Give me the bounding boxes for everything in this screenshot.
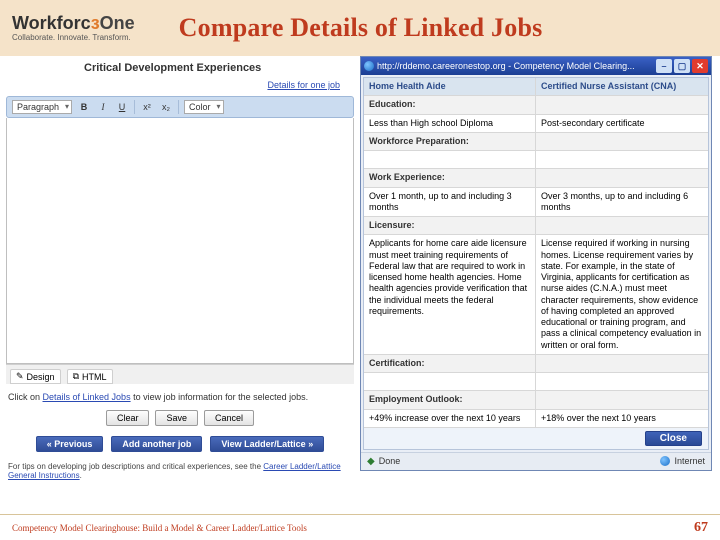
- section-label: Licensure:: [364, 217, 536, 234]
- add-another-job-button[interactable]: Add another job: [111, 436, 202, 452]
- status-zone: Internet: [674, 456, 705, 466]
- slide-title: Compare Details of Linked Jobs: [179, 13, 543, 43]
- hint-text: Click on Details of Linked Jobs to view …: [6, 384, 354, 408]
- col-head-left: Home Health Aide: [364, 78, 536, 95]
- nav-buttons: « Previous Add another job View Ladder/L…: [6, 434, 354, 458]
- outlook-right: +18% over the next 10 years: [536, 410, 708, 427]
- editor-mode-tabs: ✎Design ⧉HTML: [6, 364, 354, 384]
- logo-3-icon: ɜ: [91, 13, 100, 33]
- section-workexp: Work Experience:: [364, 169, 708, 187]
- editor-toolbar: Paragraph B I U x² x₂ Color: [6, 96, 354, 118]
- internet-zone-icon: [660, 456, 670, 466]
- footer-text: Competency Model Clearinghouse: Build a …: [12, 523, 307, 533]
- status-left: ◆ Done: [367, 456, 400, 467]
- section-outlook: Employment Outlook:: [364, 391, 708, 409]
- tip-post: .: [80, 471, 82, 480]
- workexp-right: Over 3 months, up to and including 6 mon…: [536, 188, 708, 217]
- details-link-row: Details for one job: [6, 78, 354, 96]
- design-tab[interactable]: ✎Design: [10, 369, 61, 384]
- superscript-button[interactable]: x²: [140, 100, 154, 114]
- editor-pane: Critical Development Experiences Details…: [6, 56, 354, 484]
- logo-word-a: Workforc: [12, 13, 91, 33]
- row-licensure: Applicants for home care aide licensure …: [364, 235, 708, 355]
- page-number: 67: [694, 520, 708, 536]
- action-buttons: Clear Save Cancel: [6, 408, 354, 434]
- italic-button[interactable]: I: [96, 100, 110, 114]
- logo-wordmark: WorkforcɜOne: [12, 14, 135, 32]
- toolbar-sep-2: [178, 100, 179, 114]
- design-tab-label: Design: [27, 372, 55, 382]
- minimize-button[interactable]: –: [656, 59, 672, 73]
- col-head-right: Certified Nurse Assistant (CNA): [536, 78, 708, 95]
- hint-pre: Click on: [8, 392, 43, 402]
- section-workforce: Workforce Preparation:: [364, 133, 708, 151]
- details-linked-jobs-link[interactable]: Details of Linked Jobs: [43, 392, 131, 402]
- color-select[interactable]: Color: [184, 100, 224, 114]
- done-icon: ◆: [367, 456, 375, 467]
- underline-button[interactable]: U: [115, 100, 129, 114]
- html-icon: ⧉: [73, 371, 79, 382]
- html-tab-label: HTML: [82, 372, 107, 382]
- lic-left: Applicants for home care aide licensure …: [364, 235, 536, 354]
- logo-word-b: One: [100, 13, 135, 33]
- table-head-row: Home Health Aide Certified Nurse Assista…: [364, 78, 708, 96]
- slide-header: WorkforcɜOne Collaborate. Innovate. Tran…: [0, 0, 720, 56]
- previous-button[interactable]: « Previous: [36, 436, 104, 452]
- section-label: Workforce Preparation:: [364, 133, 536, 150]
- section-label: Education:: [364, 96, 536, 113]
- edu-right: Post-secondary certificate: [536, 115, 708, 132]
- panel-title: Critical Development Experiences: [6, 56, 354, 78]
- row-certification: [364, 373, 708, 391]
- hint-post: to view job information for the selected…: [131, 392, 309, 402]
- status-bar: ◆ Done Internet: [361, 452, 711, 470]
- popup-titlebar[interactable]: http://rddemo.careeronestop.org - Compet…: [361, 57, 711, 75]
- lic-right: License required if working in nursing h…: [536, 235, 708, 354]
- popup-title: http://rddemo.careeronestop.org - Compet…: [374, 61, 654, 71]
- tip-text: For tips on developing job descriptions …: [6, 458, 354, 484]
- edu-left: Less than High school Diploma: [364, 115, 536, 132]
- status-right: Internet: [660, 456, 705, 466]
- logo: WorkforcɜOne Collaborate. Innovate. Tran…: [12, 14, 135, 42]
- workexp-left: Over 1 month, up to and including 3 mont…: [364, 188, 536, 217]
- paragraph-select[interactable]: Paragraph: [12, 100, 72, 114]
- section-label: Work Experience:: [364, 169, 536, 186]
- subscript-button[interactable]: x₂: [159, 100, 173, 114]
- section-certification: Certification:: [364, 355, 708, 373]
- main-area: Critical Development Experiences Details…: [0, 56, 720, 514]
- tip-pre: For tips on developing job descriptions …: [8, 462, 263, 471]
- section-licensure: Licensure:: [364, 217, 708, 235]
- cancel-button[interactable]: Cancel: [204, 410, 254, 426]
- editor-textarea[interactable]: [6, 118, 354, 364]
- bold-button[interactable]: B: [77, 100, 91, 114]
- status-done: Done: [379, 456, 401, 466]
- pencil-icon: ✎: [16, 371, 24, 382]
- toolbar-sep: [134, 100, 135, 114]
- html-tab[interactable]: ⧉HTML: [67, 369, 113, 384]
- row-workexp: Over 1 month, up to and including 3 mont…: [364, 188, 708, 218]
- row-education: Less than High school DiplomaPost-second…: [364, 115, 708, 133]
- logo-tagline: Collaborate. Innovate. Transform.: [12, 34, 135, 42]
- save-button[interactable]: Save: [155, 410, 198, 426]
- clear-button[interactable]: Clear: [106, 410, 150, 426]
- slide-footer: Competency Model Clearinghouse: Build a …: [0, 514, 720, 540]
- section-label: Employment Outlook:: [364, 391, 536, 408]
- section-label: Certification:: [364, 355, 536, 372]
- row-outlook: +49% increase over the next 10 years+18%…: [364, 410, 708, 428]
- slide: WorkforcɜOne Collaborate. Innovate. Tran…: [0, 0, 720, 540]
- row-workforce: [364, 151, 708, 169]
- maximize-button[interactable]: ▢: [674, 59, 690, 73]
- close-button[interactable]: Close: [645, 431, 702, 446]
- details-one-job-link[interactable]: Details for one job: [267, 80, 340, 90]
- view-ladder-lattice-button[interactable]: View Ladder/Lattice »: [210, 436, 324, 452]
- close-row: Close: [364, 428, 708, 449]
- section-education: Education:: [364, 96, 708, 114]
- compare-table: Home Health Aide Certified Nurse Assista…: [363, 77, 709, 450]
- compare-popup: http://rddemo.careeronestop.org - Compet…: [360, 56, 712, 471]
- outlook-left: +49% increase over the next 10 years: [364, 410, 536, 427]
- ie-page-icon: [364, 61, 374, 71]
- close-window-button[interactable]: ✕: [692, 59, 708, 73]
